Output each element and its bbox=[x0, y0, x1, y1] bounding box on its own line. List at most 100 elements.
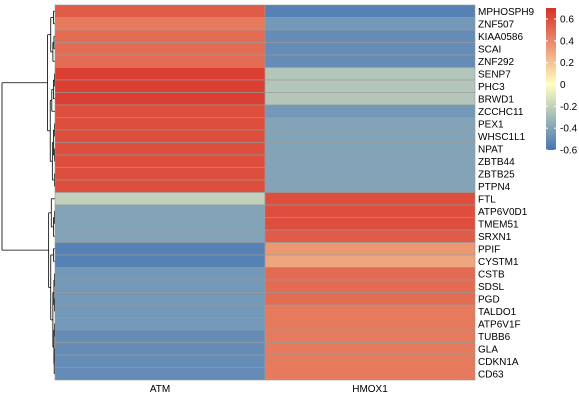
legend-tick-label: 0.4 bbox=[560, 36, 574, 47]
heatmap-cell bbox=[54, 192, 266, 206]
heatmap-cell bbox=[54, 267, 266, 281]
legend-tick-label: -0.2 bbox=[560, 102, 578, 113]
heatmap-cell bbox=[264, 54, 476, 68]
heatmap-cell bbox=[264, 117, 476, 131]
row-label: TMEM51 bbox=[478, 219, 519, 230]
heatmap-cell bbox=[264, 229, 476, 243]
heatmap-cell bbox=[264, 292, 476, 306]
heatmap-cell bbox=[54, 29, 266, 43]
legend-tick-label: 0.2 bbox=[560, 58, 574, 69]
row-label: SRXN1 bbox=[478, 232, 512, 243]
heatmap-cells bbox=[54, 4, 476, 381]
heatmap-cell bbox=[264, 342, 476, 356]
heatmap-cell bbox=[54, 229, 266, 243]
heatmap-cell bbox=[54, 104, 266, 118]
heatmap-cell bbox=[264, 42, 476, 56]
row-label: BRWD1 bbox=[478, 94, 514, 105]
heatmap-cell bbox=[54, 117, 266, 131]
heatmap-cell bbox=[54, 367, 266, 381]
heatmap-cell bbox=[264, 17, 476, 31]
heatmap-cell bbox=[264, 29, 476, 43]
row-label: CDKN1A bbox=[478, 357, 519, 368]
row-label: ZNF292 bbox=[478, 57, 515, 68]
heatmap-cell bbox=[264, 329, 476, 343]
heatmap-cell bbox=[54, 354, 266, 368]
heatmap-cell bbox=[54, 17, 266, 31]
heatmap-cell bbox=[54, 54, 266, 68]
heatmap-cell bbox=[264, 217, 476, 231]
heatmap-cell bbox=[54, 204, 266, 218]
heatmap-cell bbox=[264, 154, 476, 168]
row-label: ZBTB25 bbox=[478, 169, 515, 180]
heatmap-cell bbox=[54, 242, 266, 256]
heatmap-cell bbox=[264, 204, 476, 218]
heatmap-cell bbox=[264, 167, 476, 181]
heatmap-cell bbox=[54, 304, 266, 318]
row-label: ATP6V0D1 bbox=[478, 207, 528, 218]
row-label: SDSL bbox=[478, 282, 505, 293]
row-label: ZBTB44 bbox=[478, 157, 515, 168]
heatmap-cell bbox=[54, 329, 266, 343]
heatmap-cell bbox=[264, 279, 476, 293]
heatmap-cell bbox=[264, 142, 476, 156]
row-label: PHC3 bbox=[478, 82, 505, 93]
heatmap-cell bbox=[54, 342, 266, 356]
heatmap-cell bbox=[54, 292, 266, 306]
heatmap-cell bbox=[264, 129, 476, 143]
heatmap-cell bbox=[264, 242, 476, 256]
heatmap-cell bbox=[264, 104, 476, 118]
row-label: WHSC1L1 bbox=[478, 132, 526, 143]
legend-tick-label: -0.4 bbox=[560, 124, 578, 135]
row-label: PTPN4 bbox=[478, 182, 511, 193]
legend-tick-label: 0.6 bbox=[560, 14, 574, 25]
row-label: PEX1 bbox=[478, 119, 504, 130]
row-label: CYSTM1 bbox=[478, 257, 519, 268]
row-label: CSTB bbox=[478, 269, 505, 280]
row-label: PPIF bbox=[478, 244, 500, 255]
heatmap-cell bbox=[54, 217, 266, 231]
color-legend: 0.6 0.4 0.2 0 -0.2 -0.4 -0.6 bbox=[546, 8, 578, 157]
heatmap-cell bbox=[54, 142, 266, 156]
heatmap-cell bbox=[264, 179, 476, 193]
row-label: CD63 bbox=[478, 369, 504, 380]
legend-ticks: 0.6 0.4 0.2 0 -0.2 -0.4 -0.6 bbox=[546, 14, 578, 157]
row-label: NPAT bbox=[478, 144, 503, 155]
heatmap-cell bbox=[54, 154, 266, 168]
legend-tick-label: -0.6 bbox=[560, 146, 578, 157]
row-label: KIAA0586 bbox=[478, 32, 523, 43]
row-label: TUBB6 bbox=[478, 332, 511, 343]
column-labels: ATM HMOX1 bbox=[150, 384, 388, 395]
heatmap-cell bbox=[264, 67, 476, 81]
row-label: PGD bbox=[478, 294, 500, 305]
row-label: SCAI bbox=[478, 44, 501, 55]
row-label: TALDO1 bbox=[478, 307, 517, 318]
column-label: HMOX1 bbox=[352, 384, 388, 395]
heatmap-cell bbox=[264, 192, 476, 206]
heatmap-cell bbox=[54, 79, 266, 93]
row-label: FTL bbox=[478, 194, 496, 205]
heatmap-cell bbox=[54, 42, 266, 56]
row-dendrogram bbox=[1, 10, 55, 375]
heatmap-cell bbox=[264, 317, 476, 331]
heatmap-cell bbox=[54, 4, 266, 18]
heatmap-cell bbox=[54, 167, 266, 181]
heatmap-cell bbox=[264, 354, 476, 368]
heatmap-cell bbox=[264, 267, 476, 281]
heatmap-cell bbox=[264, 4, 476, 18]
row-label: ZCCHC11 bbox=[478, 107, 524, 118]
heatmap-cell bbox=[54, 317, 266, 331]
row-label: ATP6V1F bbox=[478, 319, 521, 330]
heatmap-cell bbox=[54, 129, 266, 143]
column-label: ATM bbox=[150, 384, 170, 395]
legend-tick-label: 0 bbox=[560, 80, 566, 91]
heatmap-cell bbox=[54, 254, 266, 268]
heatmap-cell bbox=[54, 179, 266, 193]
heatmap-cell bbox=[54, 67, 266, 81]
legend-color-bar bbox=[546, 8, 556, 150]
heatmap-cell bbox=[264, 254, 476, 268]
heatmap-cell bbox=[264, 304, 476, 318]
row-label: SENP7 bbox=[478, 69, 511, 80]
